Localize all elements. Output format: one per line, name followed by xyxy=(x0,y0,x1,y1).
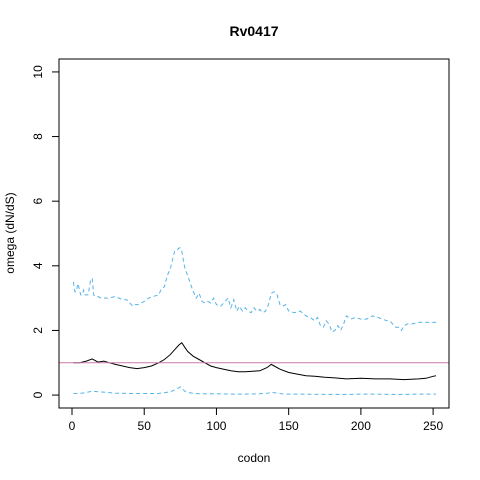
plot-frame xyxy=(58,58,450,409)
x-tick-label: 200 xyxy=(351,419,371,433)
y-tick-label: 8 xyxy=(31,133,45,140)
y-tick-label: 6 xyxy=(31,198,45,205)
chart-title: Rv0417 xyxy=(229,23,278,39)
series-line-2 xyxy=(73,341,437,381)
x-tick-label: 50 xyxy=(138,419,152,433)
y-axis-title: omega (dN/dS) xyxy=(3,192,17,273)
y-tick-label: 10 xyxy=(31,65,45,79)
x-tick-label: 150 xyxy=(279,419,299,433)
series-line-3 xyxy=(73,386,436,395)
x-axis-title: codon xyxy=(238,451,271,465)
y-tick-label: 4 xyxy=(31,262,45,269)
series-layer xyxy=(72,247,437,395)
y-tick-label: 0 xyxy=(31,391,45,398)
x-tick-label: 0 xyxy=(69,419,76,433)
x-tick-label: 250 xyxy=(423,419,443,433)
y-tick-label: 2 xyxy=(31,327,45,334)
x-tick-label: 100 xyxy=(206,419,226,433)
